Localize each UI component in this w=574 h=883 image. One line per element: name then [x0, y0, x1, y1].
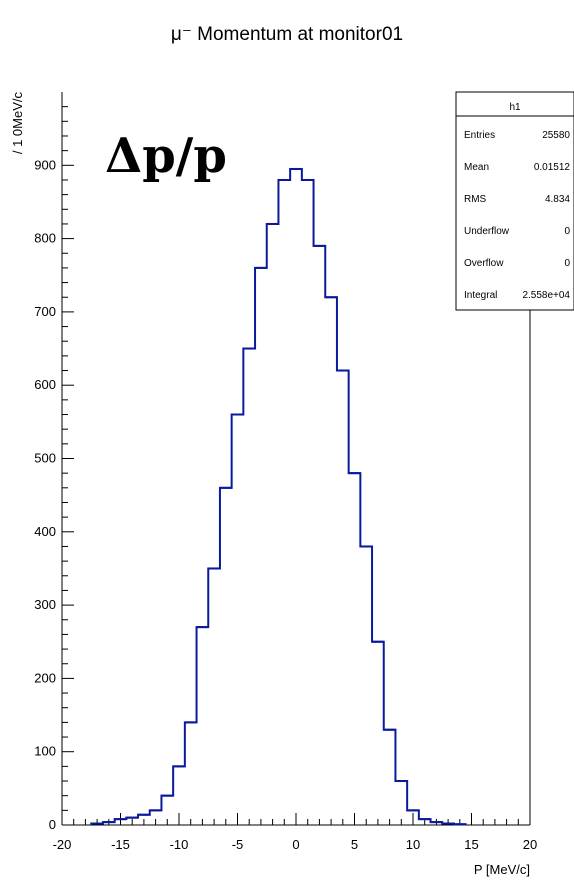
stats-entry-value: 0.01512 — [534, 162, 571, 173]
y-tick-label: 200 — [34, 670, 56, 685]
stats-entry-value: 2.558e+04 — [522, 290, 570, 301]
stats-entry-label: Entries — [464, 130, 495, 141]
x-tick-label: -20 — [53, 837, 72, 852]
x-tick-label: -5 — [232, 837, 244, 852]
stats-entry-value: 4.834 — [545, 194, 570, 205]
x-tick-label: -10 — [170, 837, 189, 852]
stats-entry-value: 0 — [564, 226, 570, 237]
y-tick-label: 0 — [49, 817, 56, 832]
stats-box: h1 Entries 25580 Mean 0.01512 RMS 4.834 Underf… — [455, 91, 574, 311]
x-tick-label: -15 — [111, 837, 130, 852]
x-tick-label: 0 — [292, 837, 299, 852]
histogram-outline — [90, 167, 467, 826]
x-tick-label: 5 — [351, 837, 358, 852]
y-tick-label: 100 — [34, 744, 56, 759]
x-tick-label: 20 — [523, 837, 537, 852]
x-axis-label: P [MeV/c] — [474, 862, 530, 877]
stats-entry-label: Mean — [464, 162, 489, 173]
stats-entry-label: Overflow — [464, 258, 504, 269]
stats-entry-label: Integral — [464, 290, 497, 301]
y-tick-label: 400 — [34, 524, 56, 539]
stats-box-title: h1 — [509, 102, 521, 113]
y-tick-label: 900 — [34, 157, 56, 172]
stats-entry-value: 25580 — [542, 130, 570, 141]
stats-entry-label: Underflow — [464, 226, 510, 237]
stats-entry-label: RMS — [464, 194, 487, 205]
y-tick-label: 800 — [34, 231, 56, 246]
stats-entries: Entries 25580 Mean 0.01512 RMS 4.834 Underflow… — [464, 130, 570, 301]
x-axis-ticks: -20 -15 -10 -5 0 5 10 15 20 — [53, 813, 537, 852]
y-axis-label: / 1 0MeV/c — [10, 92, 25, 155]
y-tick-label: 600 — [34, 377, 56, 392]
y-tick-label: 500 — [34, 451, 56, 466]
x-tick-label: 15 — [464, 837, 478, 852]
y-tick-label: 300 — [34, 597, 56, 612]
delta-p-annotation: Δp/p — [105, 128, 227, 184]
y-axis-ticks: 0 100 200 300 400 500 600 700 800 900 — [34, 106, 74, 832]
y-tick-label: 700 — [34, 304, 56, 319]
data-series — [90, 167, 467, 826]
stats-box-frame — [455, 91, 574, 311]
x-tick-label: 10 — [406, 837, 420, 852]
stats-entry-value: 0 — [564, 258, 570, 269]
chart-title: μ⁻ Momentum at monitor01 — [171, 24, 403, 45]
